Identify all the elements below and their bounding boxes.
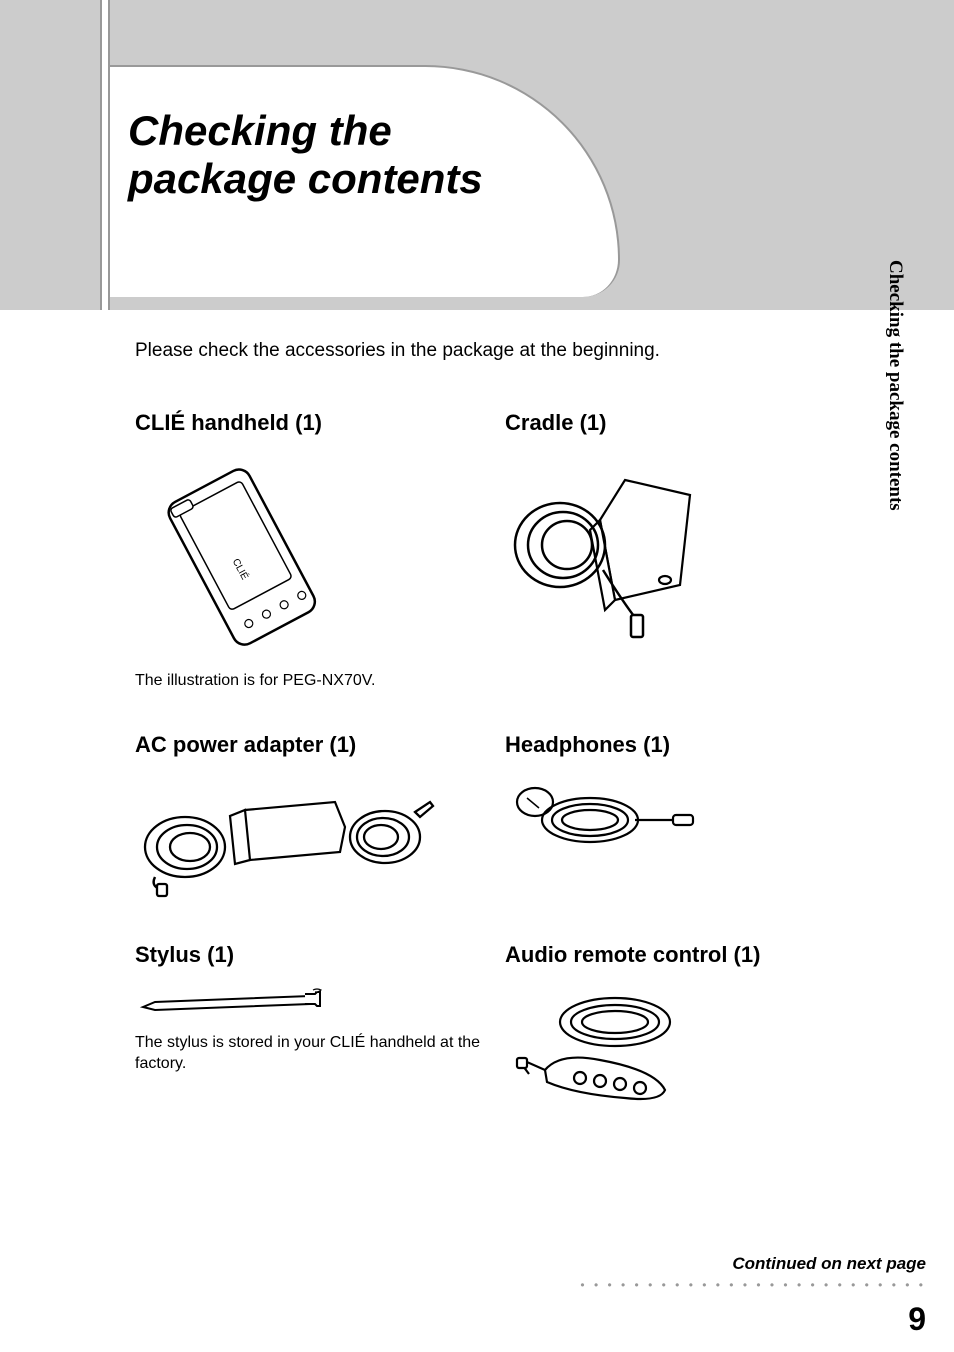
item-note-handheld: The illustration is for PEG-NX70V. [135, 670, 485, 692]
item-title-remote: Audio remote control (1) [505, 942, 855, 968]
intro-text: Please check the accessories in the pack… [135, 340, 855, 362]
remote-illustration [505, 982, 855, 1112]
headphones-illustration [505, 772, 855, 862]
item-title-handheld: CLIÉ handheld (1) [135, 410, 485, 436]
side-tab [862, 180, 954, 240]
item-remote: Audio remote control (1) [505, 942, 855, 1112]
content-area: Please check the accessories in the pack… [135, 340, 855, 1112]
item-cradle: Cradle (1) [505, 410, 855, 692]
cradle-illustration [505, 450, 855, 640]
item-title-cradle: Cradle (1) [505, 410, 855, 436]
stylus-illustration [135, 982, 485, 1022]
footer: Continued on next page • • • • • • • • •… [580, 1254, 926, 1292]
item-note-stylus: The stylus is stored in your CLIÉ handhe… [135, 1032, 485, 1075]
items-grid: CLIÉ handheld (1) CLIÉ The illustrati [135, 410, 855, 1112]
side-vertical-label: Checking the package contents [884, 260, 906, 511]
page-title-line1: Checking the [128, 107, 392, 154]
item-stylus: Stylus (1) The stylus is stored in your … [135, 942, 485, 1112]
item-adapter: AC power adapter (1) [135, 732, 485, 902]
item-title-headphones: Headphones (1) [505, 732, 855, 758]
handheld-illustration: CLIÉ [135, 450, 485, 660]
left-margin-rule [100, 0, 110, 310]
page-number: 9 [908, 1301, 926, 1338]
item-headphones: Headphones (1) [505, 732, 855, 902]
item-title-stylus: Stylus (1) [135, 942, 485, 968]
page-title: Checking the package contents [128, 107, 588, 204]
item-title-adapter: AC power adapter (1) [135, 732, 485, 758]
continued-label: Continued on next page [580, 1254, 926, 1274]
item-handheld: CLIÉ handheld (1) CLIÉ The illustrati [135, 410, 485, 692]
footer-dots: • • • • • • • • • • • • • • • • • • • • … [580, 1278, 926, 1292]
page-title-line2: package contents [128, 155, 483, 202]
adapter-illustration [135, 772, 485, 902]
